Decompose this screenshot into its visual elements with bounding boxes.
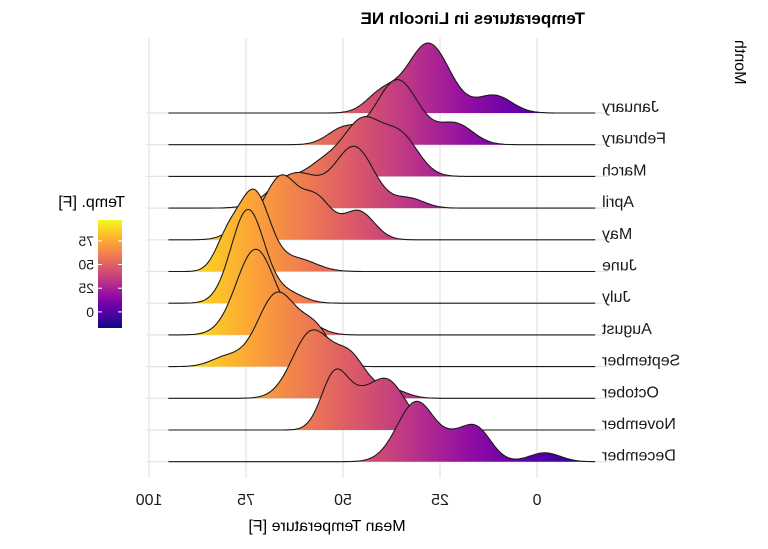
legend-tick-label: 25 bbox=[78, 280, 94, 296]
legend-tick-label: 75 bbox=[78, 233, 94, 249]
x-tick-label: 75 bbox=[237, 492, 255, 509]
ridge-outline-november bbox=[168, 368, 596, 431]
ridge-outline-january bbox=[168, 42, 596, 114]
ridge-fill-november bbox=[168, 368, 596, 430]
ridge-outline-july bbox=[168, 208, 596, 304]
ridge-outline-february bbox=[168, 79, 596, 146]
x-tick-labels: 0 25 50 75 100 bbox=[136, 492, 542, 509]
chart-title: Temperatures in Lincoln NE bbox=[360, 9, 585, 28]
month-label: May bbox=[602, 226, 632, 243]
x-tick-label: 25 bbox=[431, 492, 449, 509]
month-label: December bbox=[601, 448, 675, 465]
ridge-fill-june bbox=[168, 189, 596, 272]
month-label: February bbox=[602, 131, 666, 148]
ridge-fill-september bbox=[168, 291, 596, 367]
month-label: January bbox=[602, 99, 659, 116]
ridge-fill-march bbox=[168, 116, 596, 177]
month-label: September bbox=[601, 353, 680, 370]
ridges bbox=[168, 42, 596, 463]
month-label: October bbox=[601, 384, 659, 401]
month-label: July bbox=[602, 289, 630, 306]
y-axis-title: Month bbox=[731, 40, 748, 84]
ridge-fill-may bbox=[168, 174, 596, 240]
month-label: April bbox=[602, 194, 634, 211]
month-label: June bbox=[602, 258, 637, 275]
ridge-outline-december bbox=[168, 400, 596, 463]
ridge-outline-september bbox=[168, 291, 596, 368]
color-legend: Temp. [F] 0 25 50 75 bbox=[58, 194, 125, 328]
month-labels: January February March April May June July Augu… bbox=[601, 99, 680, 465]
mirrored-plot: Temperatures in Lincoln NE January Februa… bbox=[58, 9, 748, 535]
x-axis-title: Mean Temperature [F] bbox=[248, 518, 405, 535]
x-tick-label: 0 bbox=[532, 492, 541, 509]
ridge-outline-august bbox=[168, 248, 596, 336]
ridge-outline-june bbox=[168, 188, 596, 273]
legend-tick-label: 50 bbox=[78, 257, 94, 273]
ridge-fill-february bbox=[168, 79, 596, 145]
legend-colorbar bbox=[98, 220, 122, 328]
month-label: November bbox=[601, 416, 675, 433]
x-tick-label: 50 bbox=[334, 492, 352, 509]
ridge-fill-december bbox=[168, 401, 596, 462]
legend-title: Temp. [F] bbox=[58, 194, 125, 211]
x-tick-label: 100 bbox=[136, 492, 163, 509]
legend-tick-label: 0 bbox=[86, 304, 94, 320]
month-label: August bbox=[601, 321, 651, 338]
month-label: March bbox=[602, 162, 646, 179]
ridge-outline-march bbox=[168, 116, 596, 177]
